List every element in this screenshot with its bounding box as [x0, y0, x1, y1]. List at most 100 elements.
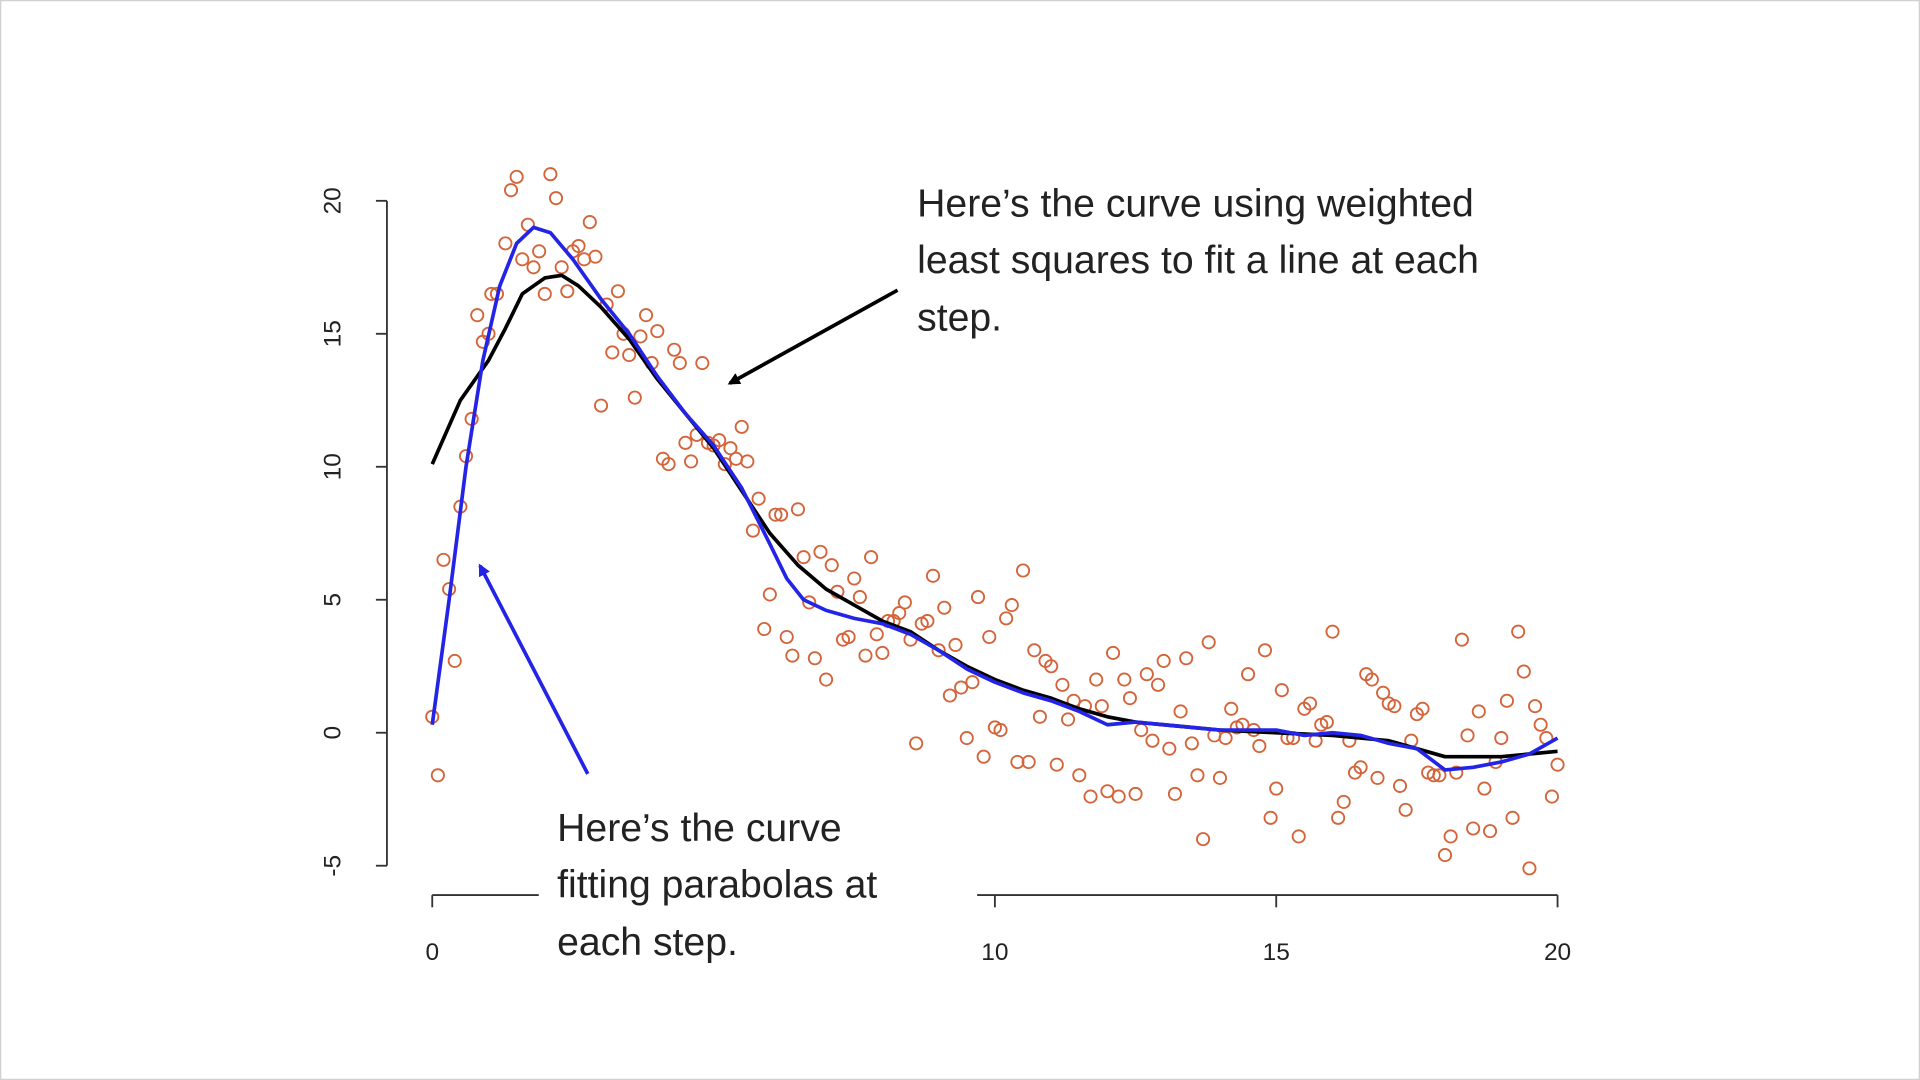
point: [712, 433, 727, 448]
point: [1353, 760, 1368, 775]
point: [1128, 786, 1143, 801]
point: [1432, 768, 1447, 783]
point: [509, 169, 524, 184]
point: [785, 648, 800, 663]
point: [503, 183, 519, 198]
point: [1550, 757, 1565, 772]
point: [1139, 667, 1154, 682]
y-tick-label: 20: [319, 187, 346, 214]
point: [1224, 701, 1239, 716]
point: [1049, 757, 1064, 772]
point: [1511, 624, 1526, 639]
y-tick-label: 0: [319, 726, 346, 740]
point: [1010, 754, 1025, 770]
point: [1482, 824, 1498, 839]
point: [1370, 770, 1385, 785]
point: [976, 749, 991, 764]
point: [897, 595, 912, 610]
point: [1437, 848, 1453, 863]
point: [1162, 741, 1177, 756]
point: [661, 457, 676, 472]
point: [734, 419, 749, 434]
point: [515, 252, 530, 267]
point: [678, 435, 693, 450]
point: [1021, 754, 1036, 770]
point: [970, 590, 986, 605]
point: [1004, 598, 1019, 613]
point: [925, 568, 941, 583]
point: [745, 523, 760, 538]
point: [802, 595, 817, 610]
point: [920, 613, 935, 629]
point: [982, 629, 997, 645]
point: [1505, 810, 1520, 825]
point: [1291, 829, 1306, 844]
point: [1460, 728, 1475, 743]
point: [470, 308, 485, 323]
point: [1331, 810, 1346, 825]
point: [1364, 672, 1379, 687]
point: [1190, 768, 1205, 783]
point: [1044, 659, 1059, 674]
point: [1528, 699, 1543, 714]
point: [1027, 643, 1042, 658]
point: [852, 590, 867, 605]
point: [1117, 672, 1132, 687]
point: [993, 723, 1008, 738]
point: [790, 502, 806, 517]
point: [1477, 781, 1492, 796]
annotation-line: Here’s the curve: [557, 807, 842, 850]
point: [1184, 736, 1199, 751]
point: [1415, 701, 1430, 716]
annotations: Here’s the curve using weighted least sq…: [478, 183, 1479, 978]
point: [858, 648, 873, 663]
point: [937, 600, 952, 615]
point: [954, 680, 969, 695]
point: [864, 550, 879, 565]
point: [1319, 715, 1334, 730]
point: [824, 558, 839, 573]
point: [1151, 677, 1166, 692]
point: [774, 507, 789, 522]
point: [1398, 802, 1413, 817]
point: [1466, 821, 1481, 836]
point: [588, 249, 603, 264]
point: [1196, 832, 1211, 847]
point: [633, 329, 648, 344]
point: [1015, 563, 1031, 578]
point: [999, 611, 1014, 626]
point: [717, 457, 732, 472]
point: [1072, 768, 1087, 783]
point: [548, 191, 564, 206]
point: [779, 629, 794, 645]
plot-area: -5 0 5 10 15 20 0 10 15 20: [319, 167, 1571, 966]
point: [875, 645, 890, 660]
point: [436, 552, 451, 567]
point: [1449, 765, 1464, 780]
annotation-line: step.: [917, 297, 1002, 340]
point: [1274, 683, 1289, 698]
point: [1212, 770, 1227, 785]
point: [1454, 632, 1469, 647]
point: [1094, 699, 1109, 714]
x-tick-label: 20: [1544, 939, 1571, 966]
point: [1426, 768, 1441, 783]
point: [667, 342, 682, 357]
x-tick-label: 15: [1263, 939, 1290, 966]
annotation-line: least squares to fit a line at each: [917, 239, 1479, 282]
point: [1167, 786, 1182, 801]
point: [622, 348, 637, 363]
point: [847, 571, 862, 586]
point: [1471, 704, 1486, 719]
y-tick-label: 5: [319, 593, 346, 607]
point: [1032, 709, 1047, 724]
annotation-backdrop: [538, 793, 978, 978]
point: [1055, 677, 1070, 692]
point: [1179, 651, 1194, 666]
point: [1156, 653, 1171, 668]
point: [639, 308, 654, 323]
arrow: [727, 288, 899, 385]
annotation-line: Here’s the curve using weighted: [917, 183, 1474, 226]
point: [605, 345, 620, 360]
